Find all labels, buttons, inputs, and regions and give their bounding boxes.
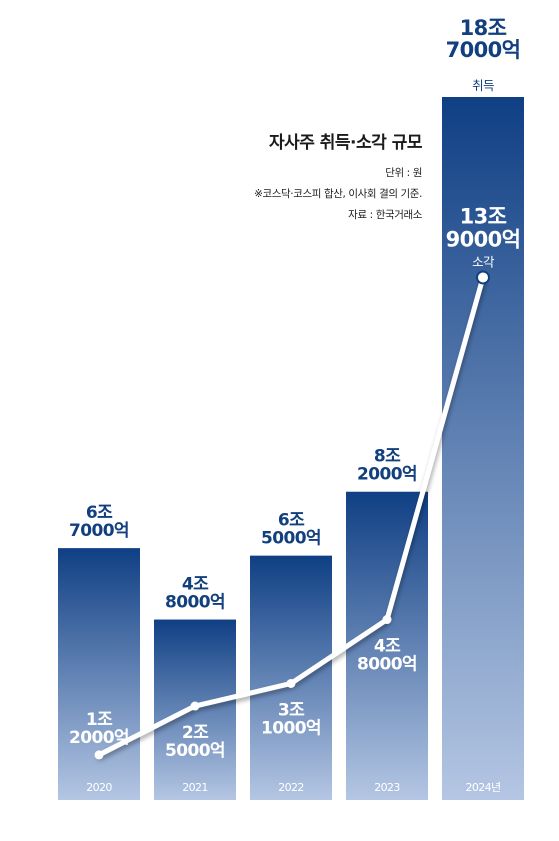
scope-note: ※코스닥·코스피 합산, 이사회 결의 기준. [254,188,422,200]
year-tick-label: 2022 [278,781,304,794]
cancellation-value-label: 1000억 [261,718,321,738]
acquisition-value-label: 7000억 [69,521,129,541]
year-tick-label: 2021 [182,781,208,794]
acquisition-value-label: 8000억 [165,593,225,613]
acquisition-value-label: 8조 [374,447,401,467]
acquisition-bar [346,491,428,800]
cancellation-value-label: 3조 [278,700,305,720]
acquisition-value-label: 6조 [86,503,113,523]
line-layer [94,270,490,760]
acquisition-bar [58,548,140,800]
cancellation-value-label: 8000억 [357,655,417,675]
acquisition-value-label: 5000억 [261,529,321,549]
labels-layer: 6조7000억4조8000억6조5000억8조2000억18조7000억취득1조… [69,16,521,794]
year-tick-label: 2023 [374,781,400,794]
chart-info: 자사주 취득·소각 규모 단위 : 원 ※코스닥·코스피 합산, 이사회 결의 … [190,128,422,226]
cancellation-value-label: 4조 [374,637,401,657]
cancellation-value-label: 2000억 [69,728,129,748]
cancellation-point [94,750,104,760]
acquisition-bar [250,555,332,800]
cancellation-point [476,270,490,285]
cancellation-value-label: 5000억 [165,741,225,761]
bars-layer [58,97,524,800]
cancellation-value-label: 2조 [182,723,209,743]
cancellation-value-label: 1조 [86,710,113,730]
acquisition-value-label: 2000억 [357,465,417,485]
acquisition-value-label: 7000억 [446,38,521,62]
cancellation-value-label: 9000억 [446,227,521,251]
year-tick-label: 2020 [86,781,112,794]
cancellation-point [382,615,392,625]
acquisition-bar [442,97,524,800]
acquisition-caption: 취득 [472,78,494,93]
cancellation-caption: 소각 [472,254,495,269]
source-note: 자료 : 한국거래소 [348,209,422,221]
cancellation-value-label: 13조 [460,204,507,228]
year-tick-label: 2024년 [465,781,500,794]
cancellation-point [286,678,296,688]
unit-note: 단위 : 원 [385,167,422,179]
acquisition-value-label: 18조 [460,16,507,40]
cancellation-point [190,701,200,711]
chart-title: 자사주 취득·소각 규모 [268,133,423,153]
acquisition-value-label: 4조 [182,575,209,595]
acquisition-value-label: 6조 [278,511,305,531]
